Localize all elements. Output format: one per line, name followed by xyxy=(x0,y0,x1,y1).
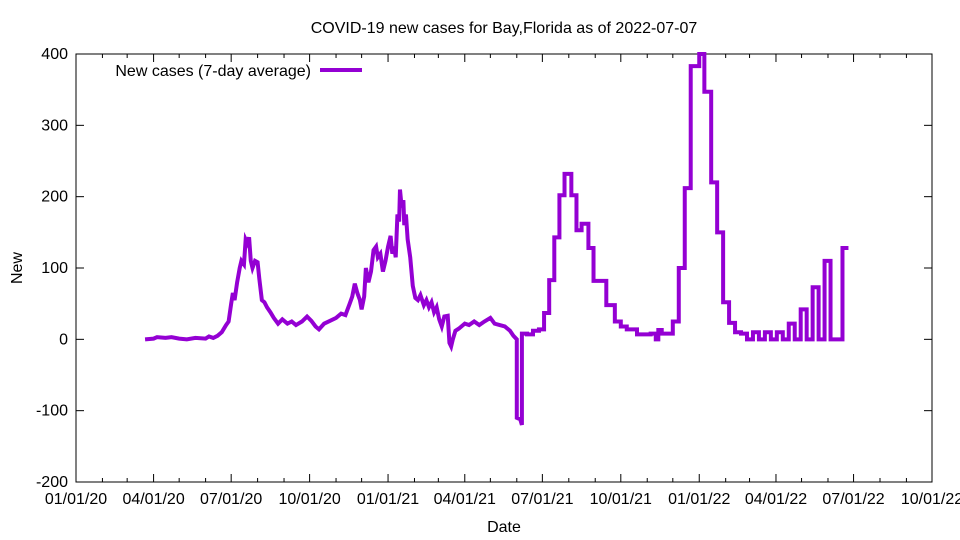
y-tick-label: -200 xyxy=(36,474,68,491)
y-tick-label: 100 xyxy=(41,260,68,277)
series-group xyxy=(144,52,849,426)
x-axis-ticks: 01/01/20 04/01/20 07/01/20 10/01/20 01/01/21… xyxy=(45,54,960,508)
series-line xyxy=(144,52,849,426)
x-tick-label: 07/01/20 xyxy=(200,491,262,508)
x-tick-label: 01/01/20 xyxy=(45,491,107,508)
y-tick-label: 0 xyxy=(59,331,68,348)
x-tick-label: 01/01/22 xyxy=(668,491,730,508)
x-tick-label: 04/01/22 xyxy=(745,491,807,508)
x-tick-label: 04/01/20 xyxy=(122,491,184,508)
x-tick-label: 04/01/21 xyxy=(434,491,496,508)
x-axis-label: Date xyxy=(487,519,521,536)
plot-frame xyxy=(75,53,933,483)
y-axis-label: New xyxy=(9,252,26,284)
y-tick-label: 200 xyxy=(41,189,68,206)
x-tick-label: 10/01/22 xyxy=(901,491,960,508)
legend: New cases (7-day average) xyxy=(115,63,362,80)
chart-title: COVID-19 new cases for Bay,Florida as of… xyxy=(311,20,698,37)
y-tick-label: 300 xyxy=(41,117,68,134)
y-tick-label: 400 xyxy=(41,46,68,63)
y-tick-label: -100 xyxy=(36,403,68,420)
x-tick-label: 10/01/20 xyxy=(278,491,340,508)
x-tick-label: 10/01/21 xyxy=(590,491,652,508)
x-tick-label: 07/01/21 xyxy=(511,491,573,508)
x-tick-label: 07/01/22 xyxy=(822,491,884,508)
legend-label: New cases (7-day average) xyxy=(115,63,311,80)
x-tick-label: 01/01/21 xyxy=(357,491,419,508)
y-axis-ticks: -200 -100 0 100 200 300 400 xyxy=(36,46,932,491)
